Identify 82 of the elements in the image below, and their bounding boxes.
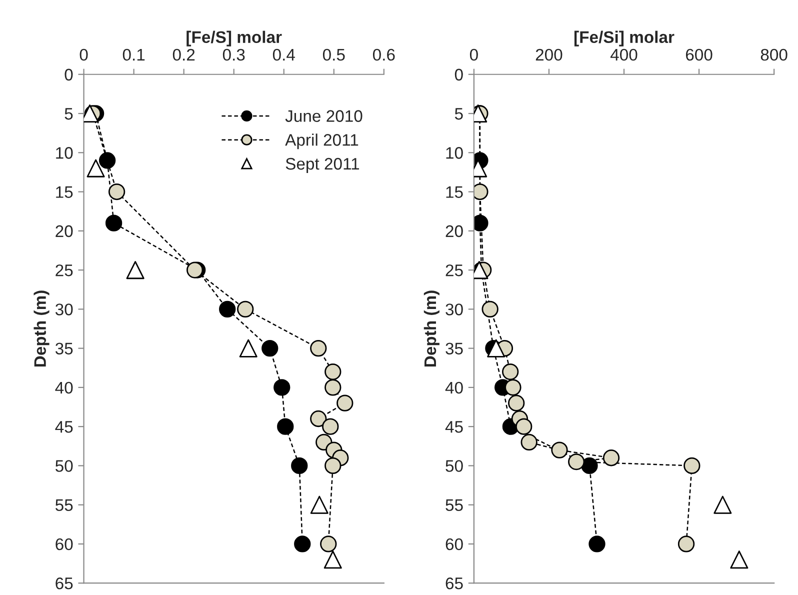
legend-label: June 2010: [285, 110, 362, 122]
y-tick-label: 55: [446, 499, 463, 512]
point: [126, 261, 144, 280]
x-tick-label: 0.6: [372, 48, 395, 61]
point: [508, 394, 525, 412]
x-tick-label: 0.5: [322, 48, 345, 61]
point: [86, 159, 105, 178]
y-tick-label: 60: [446, 538, 463, 550]
y-tick-label: 50: [446, 460, 463, 472]
point: [274, 379, 290, 396]
y-tick-label: 45: [445, 421, 463, 433]
point: [568, 453, 585, 470]
y-tick-label: 45: [55, 421, 73, 433]
y-tick-label: 55: [56, 499, 73, 512]
point: [322, 418, 339, 435]
point: [324, 379, 342, 396]
x-tick-label: 0.2: [172, 48, 195, 61]
point: [105, 214, 122, 232]
point: [310, 340, 327, 357]
point: [678, 536, 695, 552]
y-tick-label: 65: [56, 578, 73, 590]
point: [336, 394, 354, 412]
y-tick-label: 30: [55, 304, 73, 316]
legend-label: April 2011: [285, 134, 358, 150]
point: [239, 339, 258, 358]
point: [324, 457, 342, 474]
legend-label: Sept 2011: [286, 158, 360, 173]
point: [294, 536, 311, 552]
x-tick-label: 0.4: [272, 48, 295, 61]
y-axis-title: Depth (m): [424, 290, 440, 367]
y-tick-label: 65: [446, 578, 463, 590]
y-tick-label: 15: [56, 186, 73, 198]
y-tick-label: 50: [56, 460, 73, 472]
point: [324, 363, 342, 380]
x-tick-label: 800: [760, 48, 788, 61]
y-tick-label: 10: [446, 147, 463, 159]
y-tick-label: 40: [55, 382, 73, 394]
y-tick-label: 0: [454, 68, 463, 81]
y-tick-label: 0: [64, 68, 73, 81]
point: [520, 434, 538, 451]
point: [684, 457, 700, 474]
y-tick-label: 25: [446, 264, 463, 276]
y-tick-label: 30: [446, 304, 463, 316]
point: [310, 410, 327, 428]
y-tick-label: 40: [445, 382, 463, 394]
point: [602, 450, 620, 466]
point: [502, 363, 519, 380]
y-tick-label: 25: [56, 264, 73, 276]
y-tick-label: 35: [55, 342, 73, 355]
y-tick-label: 5: [454, 108, 463, 120]
point: [108, 183, 126, 200]
point: [291, 457, 308, 474]
point: [262, 340, 278, 357]
x-tick-label: 600: [686, 48, 712, 61]
point: [219, 300, 236, 318]
y-tick-label: 10: [56, 147, 73, 159]
x-axis-title: [Fe/Si] molar: [574, 30, 674, 46]
point: [237, 300, 254, 318]
point: [310, 496, 328, 514]
y-tick-label: 35: [446, 342, 463, 355]
x-tick-label: 200: [536, 48, 562, 61]
point: [588, 536, 606, 552]
point: [504, 379, 522, 396]
y-tick-label: 60: [56, 538, 73, 550]
point: [98, 152, 116, 169]
y-tick-label: 20: [446, 225, 463, 238]
x-tick-label: 0: [80, 48, 88, 61]
point: [320, 536, 337, 552]
x-tick-label: 0.3: [222, 48, 245, 61]
x-axis-title: [Fe/S] molar: [186, 30, 282, 46]
x-tick-label: 400: [610, 48, 638, 61]
point: [482, 300, 498, 318]
x-tick-label: 0: [470, 48, 478, 61]
y-axis-title: Depth (m): [34, 290, 50, 367]
y-tick-label: 15: [446, 186, 463, 198]
x-tick-label: 0.1: [122, 48, 145, 61]
point: [277, 418, 294, 435]
point: [324, 550, 342, 569]
y-tick-label: 5: [64, 108, 73, 120]
point: [516, 418, 532, 435]
point: [551, 442, 568, 458]
y-tick-label: 20: [56, 225, 73, 238]
